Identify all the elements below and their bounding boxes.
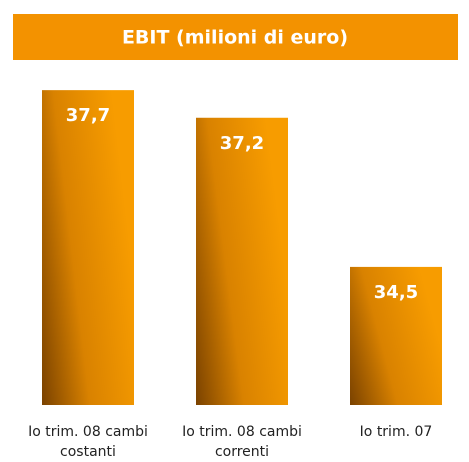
title-banner: [13, 14, 458, 60]
x-tick-label: Io trim. 08 cambi correnti: [182, 424, 302, 460]
bar: [196, 117, 288, 405]
data-label: 34,5: [374, 282, 418, 303]
x-tick-label: Io trim. 08 cambi costanti: [28, 424, 148, 460]
bar: [350, 266, 442, 405]
x-tick-label: Io trim. 07: [359, 424, 433, 440]
chart-title: EBIT (milioni di euro): [122, 27, 348, 49]
data-label: 37,2: [220, 133, 264, 154]
data-label: 37,7: [66, 105, 110, 126]
bar: [42, 90, 134, 406]
